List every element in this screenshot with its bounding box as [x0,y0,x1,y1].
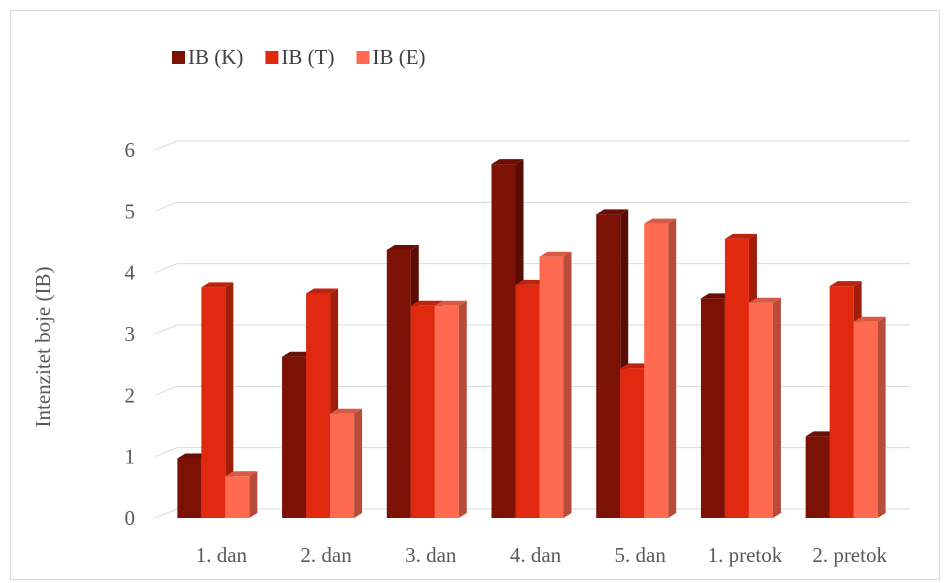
bar-front [306,293,331,518]
bar-top [644,218,677,224]
bar-top [225,471,258,477]
bar-top [539,251,572,257]
bar-front [539,256,564,518]
bar-front [644,223,669,518]
y-tick-label: 5 [125,199,136,223]
x-category-label: 5. dan [615,543,667,567]
bar-top [201,282,234,288]
x-category-label: 1. pretok [708,543,783,567]
bar-front [596,214,621,518]
y-tick-label: 2 [125,383,136,407]
bar-side [877,316,886,518]
bar [225,471,258,518]
bar-side [563,251,572,518]
x-category-label: 4. dan [510,543,562,567]
bar-top [748,297,781,303]
bar [644,218,677,518]
bar-front [491,164,516,518]
bar [330,408,363,518]
y-tick-label: 3 [125,322,136,346]
bar-top [596,209,629,215]
x-axis-categories: 1. dan 2. dan 3. dan 4. dan 5. dan 1. pretok 2… [196,543,888,567]
bar-side [458,300,467,518]
x-category-label: 2. pretok [812,543,887,567]
y-tick-label: 0 [125,506,136,530]
bar-top [491,159,524,165]
y-axis-title: Intenzitet boje (IB) [31,267,55,428]
legend-label: IB (K) [188,45,243,69]
legend: IB (K) IB (T) IB (E) [172,45,426,69]
legend-swatch [265,51,279,64]
bar-top [330,408,363,414]
bar [306,288,339,518]
bar [539,251,572,518]
legend-label: IB (E) [372,45,425,69]
bar [853,316,886,518]
legend-item: IB (T) [265,45,334,69]
x-category-label: 1. dan [196,543,248,567]
gridline-depth [154,201,178,212]
bar-side [772,297,781,518]
bar-top [386,244,419,250]
bar-front [225,476,250,518]
bar-front [515,284,540,518]
bar-front [853,321,878,518]
bar-front [829,286,854,518]
bar [434,300,467,518]
gridline-depth [154,263,178,274]
bar-top [434,300,467,306]
gridline-depth [154,324,178,335]
bar-side [354,408,363,518]
bar-top [410,300,443,306]
bar-top [724,233,757,239]
bar-front [177,458,202,518]
bar-front [201,287,226,518]
bar-front [330,413,355,518]
gridline-depth [154,447,178,458]
bar-side [249,471,258,518]
gridline-depth [154,140,178,151]
bar-front [724,238,749,518]
bar-front [748,302,773,518]
bars [177,159,886,518]
bar-front [805,436,830,518]
bar-side [668,218,677,518]
bar-side [225,282,234,518]
bar-front [700,298,725,518]
bar-front [410,305,435,518]
bar-front [282,356,307,518]
x-category-label: 2. dan [300,543,352,567]
chart-area [10,10,940,580]
y-axis-ticks: 0 1 2 3 4 5 6 [125,138,136,530]
gridline-depth [154,385,178,396]
legend-swatch [172,51,185,64]
bar [748,297,781,518]
legend-label: IB (T) [281,45,334,69]
y-tick-label: 4 [125,261,136,285]
legend-item: IB (E) [356,45,426,69]
legend-swatch [356,51,370,64]
y-tick-label: 6 [125,138,136,162]
y-tick-label: 1 [125,445,136,469]
bar [201,282,234,518]
gridline-depth [154,508,178,519]
x-category-label: 3. dan [405,543,457,567]
bar-front [434,305,459,518]
bar-top [853,316,886,322]
bar-top [306,288,339,294]
bar-front [386,249,411,518]
bar-top [829,281,862,287]
legend-item: IB (K) [172,45,243,69]
bar-front [620,368,645,518]
